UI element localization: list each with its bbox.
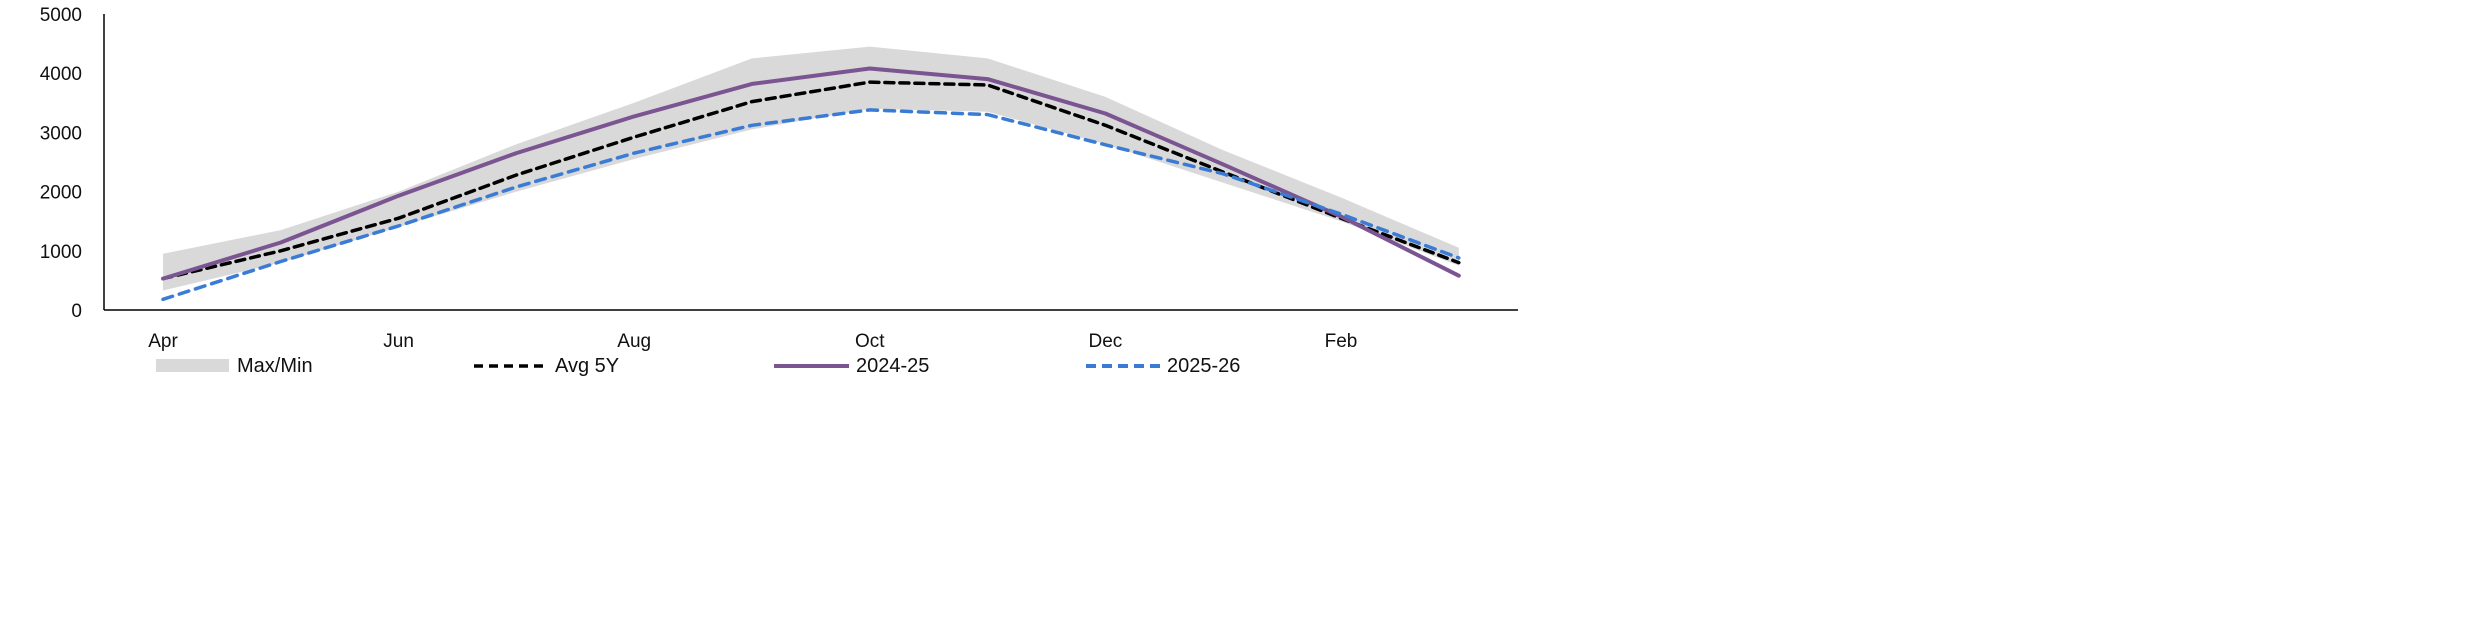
x-tick-label-feb: Feb <box>1325 331 1358 352</box>
y-tick-label-3000: 3000 <box>40 123 82 144</box>
y-tick-labels: 0 1000 2000 3000 4000 5000 <box>40 5 82 322</box>
y-tick-label-4000: 4000 <box>40 64 82 85</box>
x-tick-label-oct: Oct <box>855 331 885 352</box>
max-min-band-layer <box>163 46 1459 291</box>
line-chart: 0 1000 2000 3000 4000 5000 Apr Jun Aug Oct Dec Feb… <box>40 5 1518 377</box>
series-line-2024-25 <box>161 66 1461 281</box>
y-tick-label-1000: 1000 <box>40 242 82 263</box>
legend-label-2024-25: 2024-25 <box>856 355 929 377</box>
legend-swatch-max-min <box>156 359 229 372</box>
x-tick-label-dec: Dec <box>1089 331 1123 352</box>
series-layer <box>161 66 1461 302</box>
x-tick-label-apr: Apr <box>148 331 178 352</box>
x-tick-label-jun: Jun <box>383 331 414 352</box>
legend-label-avg-5y: Avg 5Y <box>555 355 619 377</box>
y-tick-label-5000: 5000 <box>40 5 82 26</box>
legend-label-2025-26: 2025-26 <box>1167 355 1240 377</box>
legend: Max/Min Avg 5Y 2024-25 2025-26 <box>156 355 1240 377</box>
max-min-band <box>163 46 1459 291</box>
y-tick-label-2000: 2000 <box>40 183 82 204</box>
legend-label-max-min: Max/Min <box>237 355 313 377</box>
x-tick-labels: Apr Jun Aug Oct Dec Feb <box>148 331 1357 352</box>
y-tick-label-0: 0 <box>71 301 82 322</box>
x-tick-label-aug: Aug <box>617 331 651 352</box>
series-line-2025-26 <box>161 108 1461 302</box>
